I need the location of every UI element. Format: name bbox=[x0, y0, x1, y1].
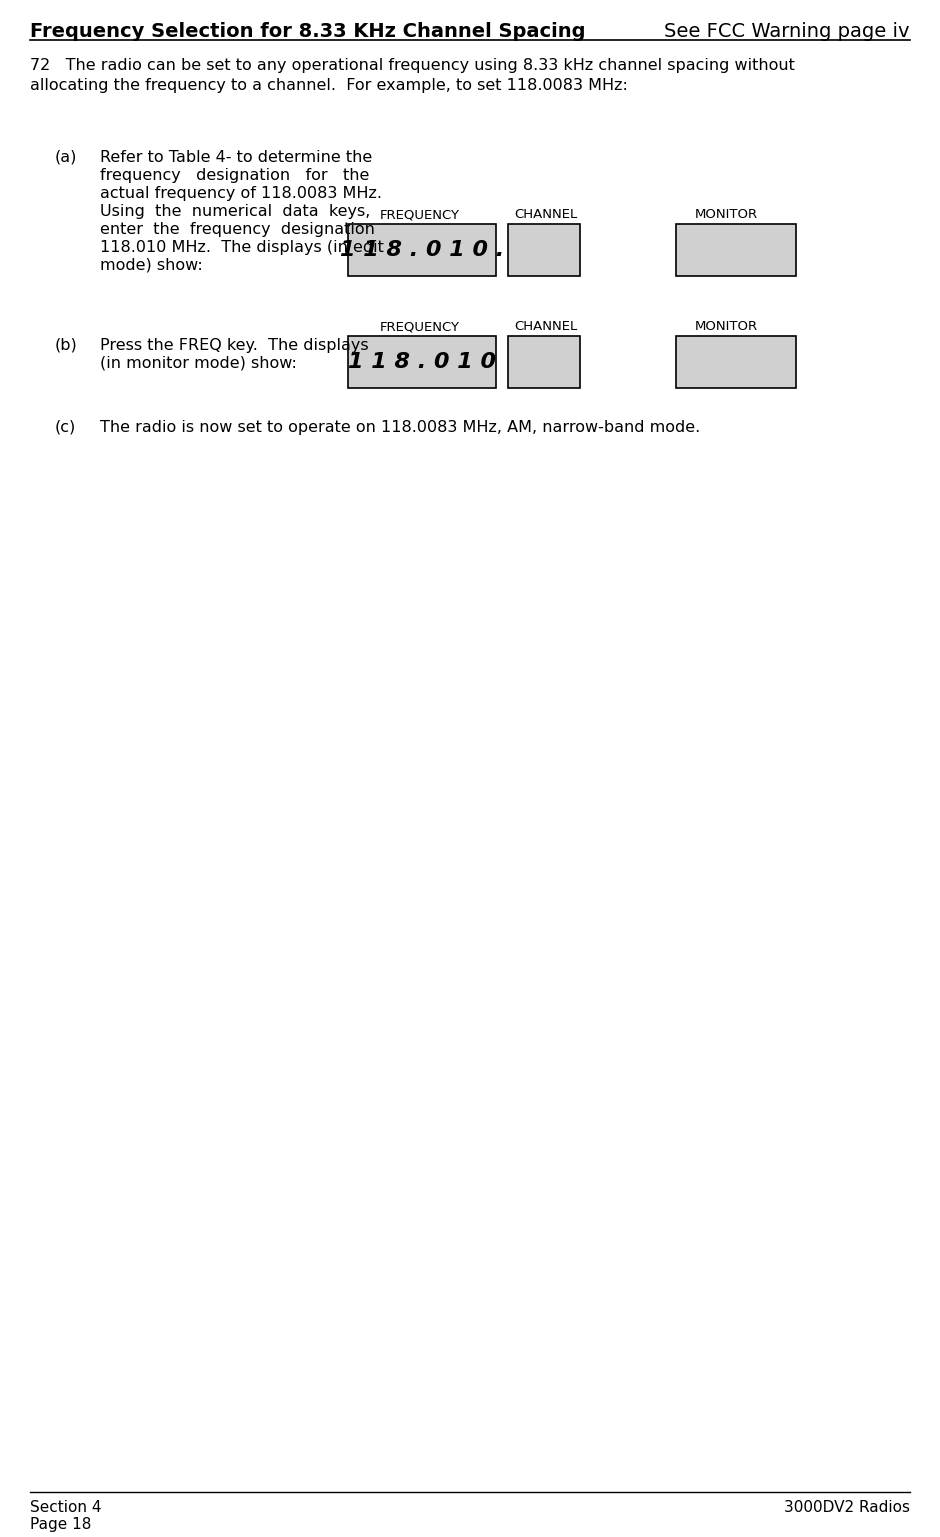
Text: 1 1 8 . 0 1 0: 1 1 8 . 0 1 0 bbox=[348, 352, 496, 372]
Text: enter  the  frequency  designation: enter the frequency designation bbox=[100, 221, 375, 237]
Text: MONITOR: MONITOR bbox=[695, 207, 758, 221]
Text: (c): (c) bbox=[55, 420, 76, 435]
Text: Frequency Selection for 8.33 KHz Channel Spacing: Frequency Selection for 8.33 KHz Channel… bbox=[30, 22, 586, 41]
Text: 3000DV2 Radios: 3000DV2 Radios bbox=[784, 1500, 910, 1515]
Text: MONITOR: MONITOR bbox=[695, 320, 758, 334]
Bar bbox=[348, 337, 496, 387]
Bar bbox=[676, 337, 796, 387]
Text: Using  the  numerical  data  keys,: Using the numerical data keys, bbox=[100, 204, 370, 218]
Bar bbox=[508, 337, 580, 387]
Text: CHANNEL: CHANNEL bbox=[514, 320, 577, 334]
Bar bbox=[676, 224, 796, 277]
Text: Page 18: Page 18 bbox=[30, 1517, 91, 1532]
Text: 118.010 MHz.  The displays (in edit: 118.010 MHz. The displays (in edit bbox=[100, 240, 384, 255]
Text: allocating the frequency to a channel.  For example, to set 118.0083 MHz:: allocating the frequency to a channel. F… bbox=[30, 78, 628, 94]
Bar bbox=[348, 224, 496, 277]
Text: 72   The radio can be set to any operational frequency using 8.33 kHz channel sp: 72 The radio can be set to any operation… bbox=[30, 58, 795, 72]
Text: (b): (b) bbox=[55, 338, 78, 354]
Text: Section 4: Section 4 bbox=[30, 1500, 102, 1515]
Text: mode) show:: mode) show: bbox=[100, 258, 203, 274]
Bar bbox=[508, 224, 580, 277]
Text: See FCC Warning page iv: See FCC Warning page iv bbox=[665, 22, 910, 41]
Text: CHANNEL: CHANNEL bbox=[514, 207, 577, 221]
Text: 1 1 8 . 0 1 0 .: 1 1 8 . 0 1 0 . bbox=[340, 240, 504, 260]
Text: Refer to Table 4- to determine the: Refer to Table 4- to determine the bbox=[100, 151, 372, 164]
Text: frequency   designation   for   the: frequency designation for the bbox=[100, 168, 369, 183]
Text: The radio is now set to operate on 118.0083 MHz, AM, narrow-band mode.: The radio is now set to operate on 118.0… bbox=[100, 420, 700, 435]
Text: Press the FREQ key.  The displays: Press the FREQ key. The displays bbox=[100, 338, 368, 354]
Text: FREQUENCY: FREQUENCY bbox=[380, 320, 460, 334]
Text: (in monitor mode) show:: (in monitor mode) show: bbox=[100, 357, 297, 370]
Text: (a): (a) bbox=[55, 151, 77, 164]
Text: FREQUENCY: FREQUENCY bbox=[380, 207, 460, 221]
Text: actual frequency of 118.0083 MHz.: actual frequency of 118.0083 MHz. bbox=[100, 186, 382, 201]
